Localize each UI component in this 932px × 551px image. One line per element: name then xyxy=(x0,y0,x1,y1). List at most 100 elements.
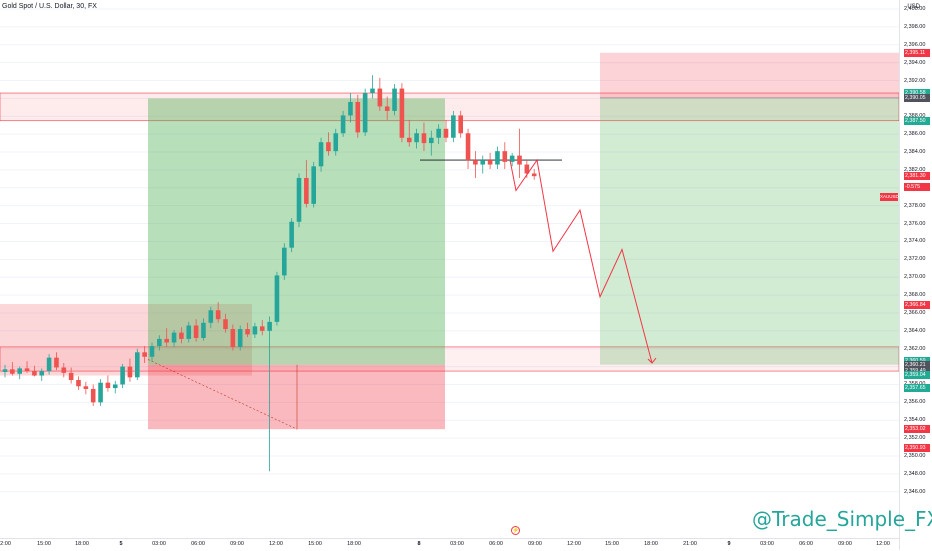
price-tick: 2,348.00 xyxy=(904,470,926,477)
price-tick: 2,384.00 xyxy=(904,149,926,156)
candle-body xyxy=(406,137,412,143)
time-tick: 8 xyxy=(417,541,421,547)
candle-body xyxy=(120,366,125,385)
symbol-title[interactable]: Gold Spot / U.S. Dollar, 30, FX xyxy=(2,3,97,10)
candle-body xyxy=(83,386,89,389)
candle-body xyxy=(259,326,265,331)
candle-body xyxy=(436,128,441,138)
time-tick: 18:00 xyxy=(75,541,89,547)
time-tick: 06:00 xyxy=(191,541,205,547)
price-tick: 2,362.00 xyxy=(904,345,926,352)
candle-body xyxy=(326,142,331,152)
price-tick: 2,370.00 xyxy=(904,274,926,281)
candle-body xyxy=(245,329,250,335)
candle-body xyxy=(105,382,111,389)
watermark-text: @Trade_Simple_FX xyxy=(752,507,932,531)
candle-body xyxy=(296,177,302,222)
time-tick: 09:00 xyxy=(230,541,244,547)
price-badge: 2,390.58 xyxy=(904,89,930,98)
candle-body xyxy=(179,332,184,339)
time-tick: 06:00 xyxy=(489,541,503,547)
candle-body xyxy=(32,371,37,376)
candle-body xyxy=(68,372,74,381)
price-chart[interactable] xyxy=(0,0,899,538)
candle-body xyxy=(274,275,280,322)
lightning-icon[interactable]: ⚡ xyxy=(511,526,520,535)
candle-body xyxy=(171,332,177,343)
candle-body xyxy=(267,321,272,331)
time-tick: 03:00 xyxy=(450,541,464,547)
candle-body xyxy=(399,88,405,138)
price-badge: 2,381.30 xyxy=(904,172,930,181)
time-axis[interactable] xyxy=(0,538,899,551)
long-position-profit-zone xyxy=(148,98,445,365)
candle-body xyxy=(340,115,346,134)
time-tick: 12:00 xyxy=(876,541,890,547)
price-tick: 2,392.00 xyxy=(904,77,926,84)
price-tick: 2,350.00 xyxy=(904,453,926,459)
price-tick: 2,382.00 xyxy=(904,166,926,173)
price-tick: 2,376.00 xyxy=(904,220,926,227)
price-tick: 2,388.00 xyxy=(904,113,925,119)
price-badge: 2,395.11 xyxy=(904,48,930,57)
short-position-profit-zone xyxy=(600,97,899,365)
price-badge: 2,359.04 xyxy=(904,371,930,380)
candle-body xyxy=(377,88,383,107)
price-tick: 2,352.00 xyxy=(904,435,926,442)
price-badge: -0.575 xyxy=(904,182,930,191)
price-tick: 2,378.00 xyxy=(904,202,926,209)
price-tick: 2,372.00 xyxy=(904,256,926,263)
candle-body xyxy=(90,388,96,403)
candle-body xyxy=(127,366,133,378)
time-tick: 5 xyxy=(119,541,123,547)
candle-body xyxy=(2,369,8,372)
projection-path xyxy=(509,158,653,364)
candle-body xyxy=(465,133,471,161)
candle-body xyxy=(443,128,449,138)
price-badge: 2,366.84 xyxy=(904,301,930,310)
candle-body xyxy=(531,173,537,177)
candle-body xyxy=(149,346,155,357)
candle-body xyxy=(252,326,258,335)
candle-body xyxy=(39,371,45,376)
time-tick: 03:00 xyxy=(760,541,774,547)
xauusd-tag: XAUUSD xyxy=(880,193,899,201)
candle-body xyxy=(348,101,353,116)
time-tick: 12:00 xyxy=(567,541,581,547)
candle-body xyxy=(370,88,375,94)
candle-body xyxy=(362,93,368,133)
time-tick: 03:00 xyxy=(152,541,166,547)
candle-body xyxy=(193,325,199,338)
candle-body xyxy=(304,177,309,204)
candle-body xyxy=(289,221,294,248)
candle-body xyxy=(61,367,67,373)
price-tick: 2,364.00 xyxy=(904,327,926,334)
candle-body xyxy=(473,160,478,165)
time-tick: 09:00 xyxy=(838,541,852,547)
candle-body xyxy=(24,368,30,372)
candle-body xyxy=(164,338,169,343)
candle-body xyxy=(495,151,500,165)
price-tick: 2,354.00 xyxy=(904,417,926,424)
candle-body xyxy=(509,155,515,162)
time-tick: 06:00 xyxy=(799,541,813,547)
candle-body xyxy=(392,88,397,111)
currency-label[interactable]: USD xyxy=(907,4,920,10)
short-position-stop-zone xyxy=(600,52,899,98)
candle-body xyxy=(480,160,486,165)
candle-body xyxy=(17,368,22,374)
candle-body xyxy=(414,133,419,143)
time-tick: 21:00 xyxy=(683,541,697,547)
price-tick: 2,398.00 xyxy=(904,23,926,30)
time-tick: 09:00 xyxy=(528,541,542,547)
candle-body xyxy=(76,380,81,387)
candle-body xyxy=(112,384,118,389)
price-tick: 2,394.00 xyxy=(904,59,926,66)
candle-body xyxy=(46,357,52,372)
candle-body xyxy=(429,137,434,144)
time-tick: 15:00 xyxy=(308,541,322,547)
time-tick: 9 xyxy=(727,541,731,547)
price-badge: 2,390.05 xyxy=(904,93,930,102)
time-tick: 18:00 xyxy=(347,541,361,547)
